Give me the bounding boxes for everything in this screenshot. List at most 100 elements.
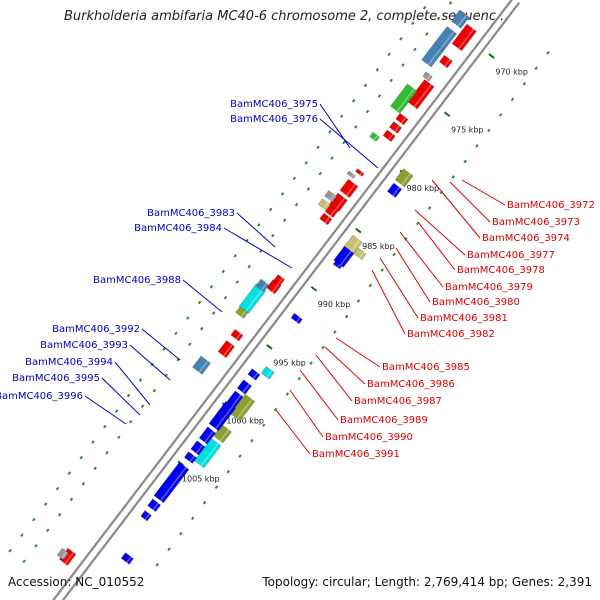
tick-mark: [310, 285, 318, 292]
track-dot: [380, 268, 384, 272]
track-dot: [510, 97, 515, 102]
track-dot: [282, 218, 287, 222]
track-dot: [34, 544, 38, 548]
gene-block-shine: [61, 551, 68, 559]
track-dot: [354, 125, 358, 129]
track-dot: [262, 423, 266, 427]
gene-block-shine: [388, 133, 394, 141]
gene-block: [346, 170, 356, 179]
gene-block: [339, 178, 359, 199]
track-dot: [487, 128, 491, 133]
gene-block: [230, 328, 244, 342]
gene-block-shine: [346, 183, 356, 196]
tick-label: 990 kbp: [318, 300, 351, 309]
gene-block-shine: [324, 216, 331, 224]
track-dot: [356, 299, 361, 303]
track-dot: [235, 280, 240, 284]
track-dot: [328, 130, 332, 134]
leader-line: [299, 369, 339, 421]
gene-block: [324, 189, 338, 203]
gene-block: [451, 23, 477, 52]
gene-block-shine: [444, 58, 451, 67]
track-dot: [546, 51, 550, 55]
gene-block-shine: [200, 443, 219, 467]
track-dot: [117, 435, 121, 440]
gene-label: BamMC406_3981: [420, 313, 508, 324]
gene-block: [260, 365, 275, 380]
gene-label: BamMC406_3988: [93, 275, 181, 286]
track-dot: [294, 202, 299, 207]
gene-block-shine: [236, 398, 253, 420]
gene-block-shine: [126, 556, 132, 563]
gene-label: BamMC406_3995: [12, 373, 100, 384]
track-dot: [197, 300, 202, 305]
gene-block-shine: [350, 173, 355, 178]
map-title: Burkholderia ambifaria MC40-6 chromosome…: [64, 9, 509, 24]
gene-block-shine: [295, 317, 301, 323]
track-dot: [103, 424, 107, 429]
gene-block-shine: [401, 173, 411, 186]
gene-block: [236, 379, 253, 395]
track-dot: [126, 393, 131, 398]
gene-block-shine: [330, 208, 337, 217]
track-dot: [463, 159, 467, 164]
track-dot: [387, 52, 391, 57]
track-dot: [375, 67, 379, 72]
gene-block: [394, 168, 414, 188]
track-dot: [377, 94, 382, 98]
leader-line: [114, 361, 151, 406]
track-dot: [43, 502, 48, 506]
leader-line: [275, 409, 311, 455]
track-dot: [22, 559, 26, 564]
track-dot: [167, 547, 171, 552]
track-dot: [342, 140, 346, 145]
gene-block-shine: [195, 444, 204, 454]
track-dot: [257, 223, 261, 227]
gene-label: BamMC406_3996: [0, 391, 83, 402]
gene-block: [395, 112, 409, 126]
leader-line: [431, 179, 481, 239]
gene-block-shine: [245, 288, 264, 312]
tick-mark: [177, 460, 184, 467]
track-dot: [69, 497, 74, 502]
gene-label: BamMC406_3994: [25, 357, 113, 368]
track-dot: [309, 361, 313, 365]
gene-block: [319, 212, 333, 226]
gene-block-shine: [413, 84, 432, 108]
gene-block-shine: [323, 202, 329, 209]
gene-block-shine: [394, 125, 400, 132]
tick-mark: [355, 227, 362, 234]
track-dot: [81, 481, 86, 486]
gene-block: [56, 547, 70, 561]
track-dot: [57, 513, 62, 517]
track-dot: [247, 264, 251, 269]
gene-block: [450, 9, 470, 29]
track-dot: [333, 330, 337, 334]
track-dot: [152, 388, 157, 393]
gene-block-shine: [242, 383, 250, 393]
track-dot: [238, 454, 242, 458]
gene-block: [332, 260, 343, 270]
gene-block: [183, 451, 198, 464]
track-dot: [330, 156, 334, 160]
label-leader-lines: [84, 103, 506, 455]
gene-block: [59, 547, 77, 566]
gene-label: BamMC406_3975: [230, 99, 318, 110]
tick-label: 980 kbp: [407, 184, 440, 193]
gene-block: [208, 400, 236, 432]
backbone-line: [52, 0, 513, 600]
tick-label: 1000 kbp: [226, 416, 264, 425]
gene-label: BamMC406_3982: [407, 329, 495, 340]
gene-block-shine: [235, 333, 242, 340]
gene-block: [147, 498, 162, 513]
track-dot: [401, 63, 405, 67]
gene-block: [333, 245, 355, 268]
gene-block: [273, 274, 285, 286]
leader-line: [315, 354, 353, 402]
gene-block-shine: [219, 429, 230, 442]
gene-label: BamMC406_3973: [492, 217, 580, 228]
leader-line: [335, 337, 381, 368]
track-dot: [413, 47, 417, 52]
track-dot: [115, 409, 119, 413]
track-dot: [363, 83, 368, 88]
